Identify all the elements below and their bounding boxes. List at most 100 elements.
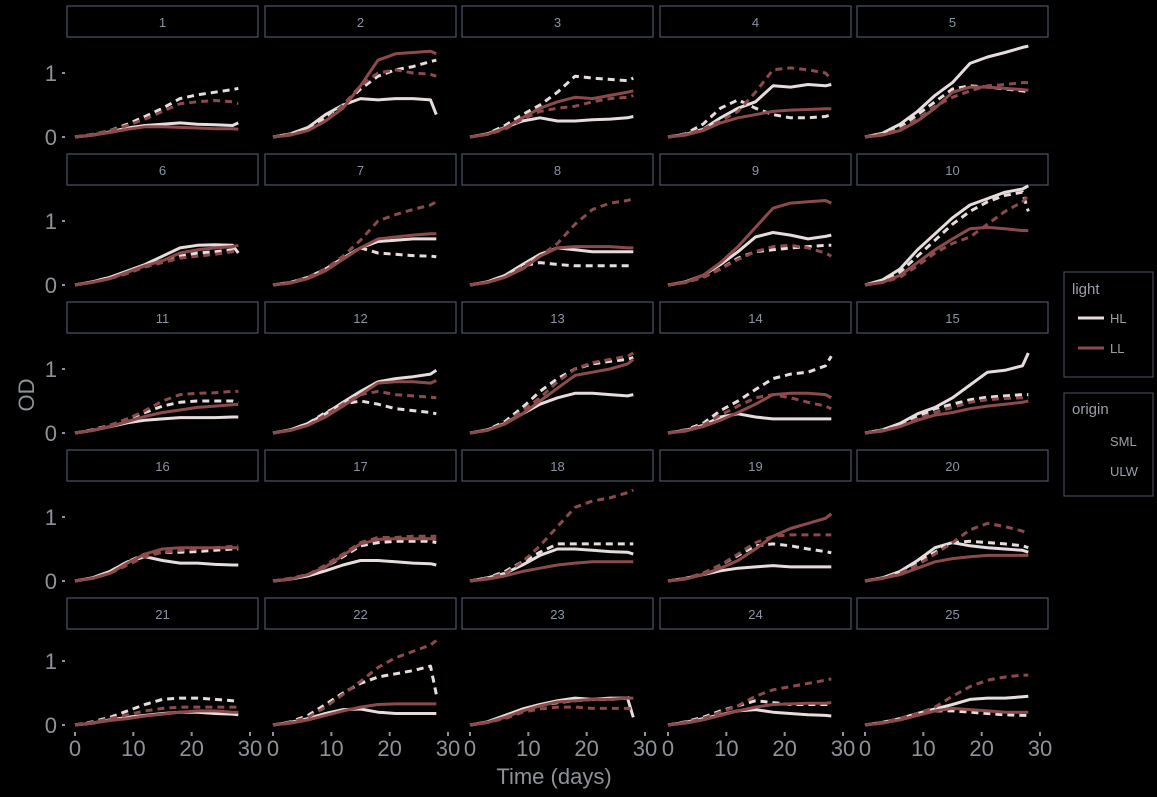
series-line-ll-ulw <box>667 243 833 287</box>
facet-strip-label: 3 <box>554 15 561 30</box>
facet-strip <box>264 5 457 38</box>
x-tick-label: 10 <box>121 736 145 761</box>
facet-strip-label: 11 <box>156 311 170 326</box>
facet-strip <box>659 597 852 630</box>
facet-strip <box>264 597 457 630</box>
series-line-ll-sml <box>272 232 437 287</box>
x-tick-label: 10 <box>714 736 738 761</box>
x-tick-label: 10 <box>516 736 540 761</box>
x-tick-label: 0 <box>69 736 81 761</box>
facet-strip <box>659 449 852 482</box>
series-line-hl-sml <box>864 44 1029 139</box>
facet-strip-label: 17 <box>353 459 367 474</box>
series-line-ll-ulw <box>864 396 1029 435</box>
series-line-hl-sml <box>667 231 832 287</box>
facet-strip <box>461 449 654 482</box>
facet-panel-14: 14 <box>659 301 852 435</box>
facet-strip <box>659 5 852 38</box>
x-tick-label: 20 <box>574 736 598 761</box>
facet-panel-11: 11 <box>66 301 259 435</box>
x-axes: 0 10 20 30 0 10 20 30 0 10 20 30 0 10 20 30 0 10 20 30 <box>69 732 1052 761</box>
facet-panel-24: 24 <box>659 597 852 727</box>
y-tick-label: 1 <box>45 649 57 674</box>
x-tick-label: 20 <box>377 736 401 761</box>
facet-panel-12: 12 <box>264 301 457 435</box>
x-tick-label: 10 <box>911 736 935 761</box>
series-line-ll-ulw <box>469 705 634 727</box>
series-line-hl-ulw <box>272 664 438 727</box>
facet-strip <box>856 597 1049 630</box>
y-tick-label: 0 <box>45 273 57 298</box>
facet-strip <box>66 153 259 186</box>
facet-strip <box>856 153 1049 186</box>
y-tick-label: 0 <box>45 569 57 594</box>
x-tick-label: 20 <box>969 736 993 761</box>
facet-strip-label: 10 <box>945 163 959 178</box>
facet-panel-22: 22 <box>264 597 457 727</box>
series-line-ll-ulw <box>667 66 833 139</box>
facet-strip-label: 25 <box>945 607 959 622</box>
series-line-ll-ulw <box>469 351 635 435</box>
facet-strip-label: 23 <box>550 607 564 622</box>
x-tick-label: 0 <box>267 736 279 761</box>
legend-label-hl: HL <box>1110 311 1127 326</box>
facet-panel-2: 2 <box>264 5 457 139</box>
facet-panel-10: 10 <box>856 153 1049 287</box>
series-line-ll-sml <box>272 379 437 435</box>
x-tick-label: 30 <box>436 736 460 761</box>
legend-label-ulw: ULW <box>1110 464 1139 479</box>
series-line-ll-ulw <box>864 673 1029 727</box>
series-line-ll-ulw <box>864 194 1030 287</box>
facet-panel-20: 20 <box>856 449 1049 583</box>
facet-strip <box>461 153 654 186</box>
legend-light: light HL LL <box>1063 271 1154 378</box>
facet-panel-23: 23 <box>461 597 654 727</box>
legend-origin-box <box>1063 392 1154 497</box>
facet-strip <box>856 301 1049 334</box>
series-line-ll-ulw <box>272 534 437 583</box>
series-line-ll-sml <box>469 358 635 435</box>
facet-panel-21: 21 <box>66 597 259 727</box>
series-line-hl-ulw <box>667 98 832 139</box>
facet-strip <box>461 5 654 38</box>
facet-strip-label: 16 <box>155 459 169 474</box>
series-line-ll-sml <box>272 49 437 139</box>
facet-strip-label: 12 <box>353 311 367 326</box>
facet-strip-label: 19 <box>748 459 762 474</box>
facet-strip-label: 6 <box>159 163 166 178</box>
series-line-ll-ulw <box>74 248 239 287</box>
facet-strip-label: 9 <box>752 163 759 178</box>
series-line-ll-ulw <box>74 99 239 139</box>
series-line-ll-sml <box>469 560 634 583</box>
facet-strip <box>66 5 259 38</box>
facet-strip <box>659 301 852 334</box>
facet-panel-7: 7 <box>264 153 457 287</box>
series-line-ll-ulw <box>864 81 1029 139</box>
series-line-ll-sml <box>272 702 437 727</box>
facet-panel-15: 15 <box>856 301 1049 435</box>
facet-panel-5: 5 <box>856 5 1049 139</box>
legend-label-sml: SML <box>1110 434 1137 449</box>
facet-strip <box>856 449 1049 482</box>
facet-panel-3: 3 <box>461 5 654 139</box>
series-line-ll-sml <box>864 706 1029 727</box>
facet-strip-label: 20 <box>945 459 959 474</box>
legend-origin-title: origin <box>1072 401 1109 418</box>
series-line-ll-ulw <box>469 93 634 139</box>
facet-panel-13: 13 <box>461 301 654 435</box>
series-line-ll-ulw <box>74 705 239 727</box>
series-line-ll-ulw <box>74 389 239 435</box>
facet-strip-label: 13 <box>550 311 564 326</box>
facet-strip <box>461 301 654 334</box>
facet-strip <box>264 301 457 334</box>
x-tick-label: 30 <box>633 736 657 761</box>
series-line-hl-sml <box>864 184 1030 287</box>
facet-strip-label: 8 <box>554 163 561 178</box>
facet-panel-9: 9 <box>659 153 852 287</box>
series-line-ll-ulw <box>667 533 832 583</box>
y-tick-label: 0 <box>45 421 57 446</box>
legend-origin: origin SML ULW <box>1063 392 1154 497</box>
facet-strip-label: 21 <box>155 607 169 622</box>
facet-strip-label: 14 <box>748 311 762 326</box>
